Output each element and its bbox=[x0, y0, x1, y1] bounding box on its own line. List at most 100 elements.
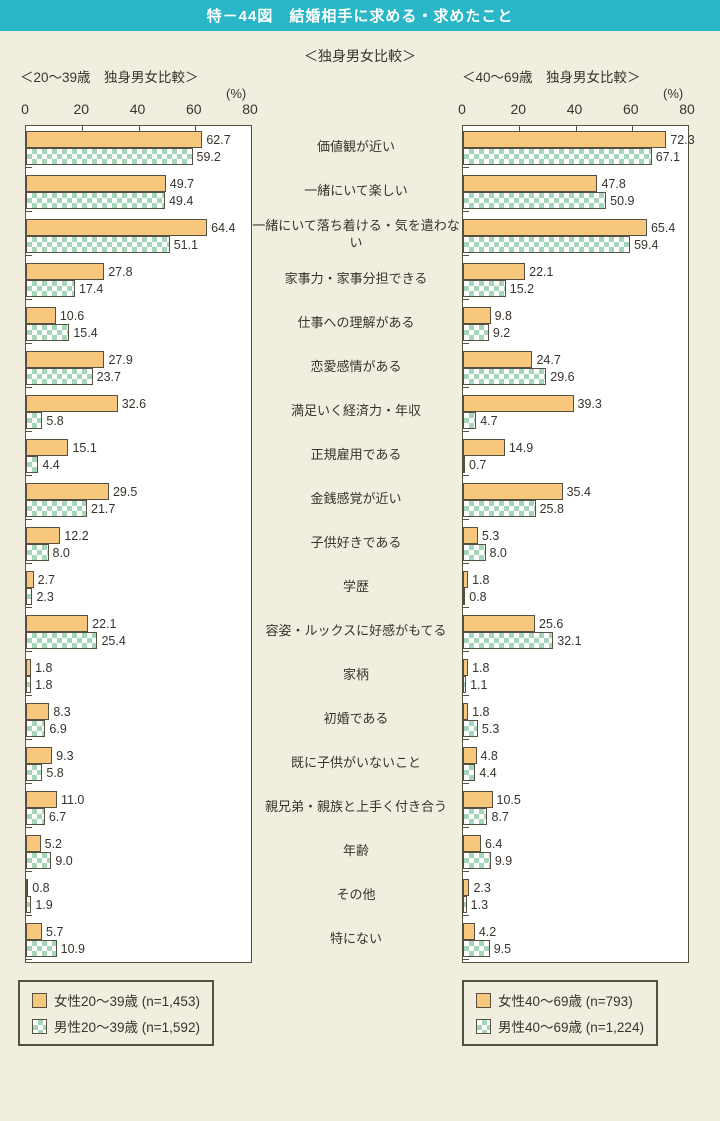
bar-value-label: 1.1 bbox=[470, 677, 488, 692]
female-bar-line: 2.3 bbox=[463, 879, 688, 896]
category-label: 特にない bbox=[329, 930, 382, 946]
female-bar-line: 12.2 bbox=[26, 527, 251, 544]
female-bar bbox=[26, 571, 34, 588]
female-bar-line: 29.5 bbox=[26, 483, 251, 500]
female-bar-line: 0.8 bbox=[26, 879, 251, 896]
axis-tick-mark bbox=[519, 126, 521, 131]
chart-heading-20-39: ＜20〜39歳 独身男女比較＞ bbox=[20, 70, 199, 85]
category-label: 学歴 bbox=[342, 578, 369, 594]
female-bar bbox=[26, 615, 89, 632]
axis-tick-label: 40 bbox=[566, 101, 583, 117]
bar-group: 5.2 9.0 bbox=[26, 830, 251, 874]
female-bar-line: 72.3 bbox=[463, 131, 695, 148]
category-label: 金銭感覚が近い bbox=[310, 490, 402, 506]
bar-value-label: 9.5 bbox=[493, 941, 512, 956]
bar-group: 27.9 23.7 bbox=[26, 346, 251, 390]
female-bar-line: 24.7 bbox=[463, 351, 688, 368]
male-bar-line: 29.6 bbox=[463, 368, 688, 385]
category-label: 容姿・ルックスに好感がもてる bbox=[265, 622, 447, 638]
bar-value-label: 6.4 bbox=[485, 836, 503, 851]
bar-group: 22.1 25.4 bbox=[26, 610, 251, 654]
bar-group: 1.8 0.8 bbox=[463, 566, 688, 610]
bar-group: 32.6 5.8 bbox=[26, 390, 251, 434]
female-bar-line: 47.8 bbox=[463, 175, 688, 192]
male-bar-line: 0.8 bbox=[463, 588, 688, 605]
female-bar bbox=[463, 439, 505, 456]
female-swatch-icon bbox=[476, 992, 491, 1008]
bar-plot-20-39: 62.7 59.2 49.7 49.4 64.4 51.1 27.8 17.4 10.6 15.4… bbox=[25, 125, 252, 963]
bar-plot-40-69: 72.3 67.1 47.8 50.9 65.4 59.4 22.1 15.2 9.8 9.2 24… bbox=[462, 125, 695, 963]
female-bar bbox=[26, 395, 118, 412]
female-bar-line: 8.3 bbox=[26, 703, 251, 720]
bar-value-label: 4.2 bbox=[478, 924, 497, 939]
bar-group: 4.8 4.4 bbox=[463, 742, 688, 786]
bar-value-label: 15.4 bbox=[73, 325, 98, 340]
bar-value-label: 21.7 bbox=[91, 501, 116, 516]
female-bar-line: 10.6 bbox=[26, 307, 251, 324]
bar-value-label: 39.3 bbox=[577, 396, 602, 411]
bar-value-label: 62.7 bbox=[206, 132, 231, 147]
bar-value-label: 1.8 bbox=[472, 704, 490, 719]
category-label: 家事力・家事分担できる bbox=[284, 270, 428, 286]
male-bar bbox=[463, 324, 489, 341]
male-bar bbox=[463, 236, 631, 253]
bar-value-label: 15.2 bbox=[509, 281, 535, 296]
male-bar bbox=[463, 896, 467, 913]
bar-group: 39.3 4.7 bbox=[463, 390, 688, 434]
bar-value-label: 1.9 bbox=[35, 897, 53, 912]
bar-value-label: 5.3 bbox=[481, 528, 500, 543]
male-bar bbox=[26, 764, 43, 781]
category-label: 恋愛感情がある bbox=[310, 358, 402, 374]
female-bar bbox=[26, 219, 208, 236]
female-bar-line: 2.7 bbox=[26, 571, 251, 588]
male-bar-line: 9.0 bbox=[26, 852, 251, 869]
male-bar-line: 1.3 bbox=[463, 896, 688, 913]
bar-group: 15.1 4.4 bbox=[26, 434, 251, 478]
female-bar bbox=[26, 703, 50, 720]
percent-unit-label: (%) bbox=[663, 86, 684, 101]
female-bar bbox=[463, 219, 647, 236]
female-bar bbox=[26, 659, 32, 676]
male-bar-line: 59.4 bbox=[463, 236, 688, 253]
male-bar bbox=[463, 368, 547, 385]
bar-value-label: 8.0 bbox=[489, 545, 507, 560]
female-bar-line: 65.4 bbox=[463, 219, 688, 236]
male-bar bbox=[26, 940, 57, 957]
bar-group: 9.3 5.8 bbox=[26, 742, 251, 786]
bar-group: 62.7 59.2 bbox=[26, 126, 251, 170]
male-bar-line: 15.4 bbox=[26, 324, 251, 341]
bar-value-label: 12.2 bbox=[64, 528, 89, 543]
bar-group: 1.8 1.1 bbox=[463, 654, 688, 698]
legend-20-39: 女性20〜39歳 (n=1,453) 男性20〜39歳 (n=1,592) bbox=[18, 980, 214, 1046]
bar-value-label: 8.7 bbox=[491, 809, 509, 824]
male-bar bbox=[463, 808, 488, 825]
male-bar-line: 4.4 bbox=[463, 764, 688, 781]
male-bar-line: 5.8 bbox=[26, 764, 251, 781]
figure-title: 特－44図 結婚相手に求める・求めたこと bbox=[0, 0, 720, 31]
male-bar-line: 5.8 bbox=[26, 412, 251, 429]
female-bar bbox=[26, 923, 43, 940]
bar-value-label: 11.0 bbox=[60, 792, 85, 807]
category-label: 価値観が近い bbox=[316, 138, 395, 154]
bar-value-label: 5.2 bbox=[44, 836, 63, 851]
bar-value-label: 4.8 bbox=[480, 748, 498, 763]
male-bar bbox=[463, 192, 607, 209]
male-bar bbox=[26, 456, 39, 473]
female-bar bbox=[463, 483, 563, 500]
female-bar bbox=[463, 571, 469, 588]
bar-value-label: 50.9 bbox=[610, 193, 635, 208]
bar-value-label: 1.8 bbox=[35, 677, 53, 692]
female-bar-line: 35.4 bbox=[463, 483, 688, 500]
female-bar bbox=[26, 791, 57, 808]
bar-value-label: 15.1 bbox=[72, 440, 97, 455]
bar-value-label: 47.8 bbox=[601, 176, 626, 191]
male-bar bbox=[463, 544, 486, 561]
male-bar bbox=[26, 544, 49, 561]
bar-value-label: 2.7 bbox=[37, 572, 55, 587]
female-bar bbox=[463, 351, 533, 368]
category-label: 子供好きである bbox=[310, 534, 402, 550]
axis-tick-mark bbox=[631, 126, 633, 131]
x-axis-right: 0 20 40 60 80 bbox=[458, 101, 695, 117]
male-bar bbox=[463, 588, 466, 605]
male-bar bbox=[26, 148, 193, 165]
